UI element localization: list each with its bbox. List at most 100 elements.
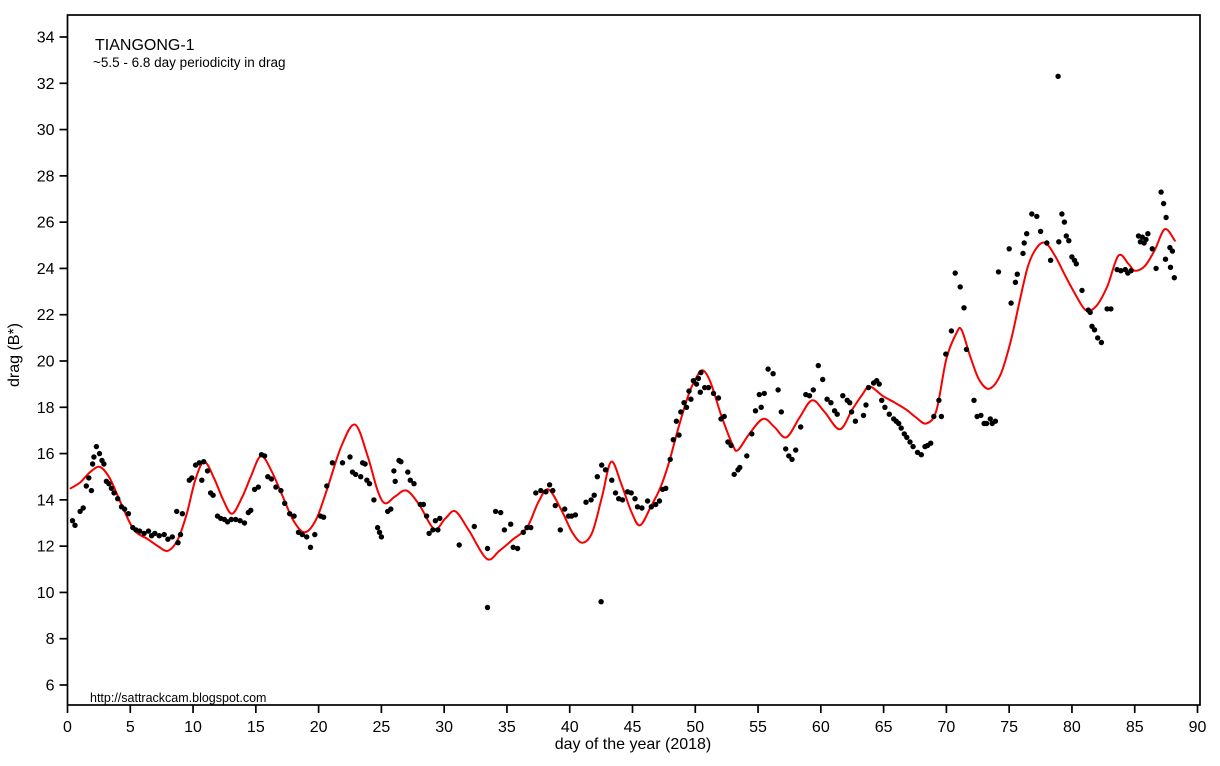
data-point [471, 523, 477, 530]
data-point [378, 534, 385, 540]
data-point [1143, 236, 1149, 243]
y-tick-label: 18 [37, 400, 55, 417]
x-tick-label: 10 [184, 719, 202, 736]
data-point [847, 400, 853, 406]
data-point [533, 490, 539, 496]
data-point [111, 490, 117, 496]
data-point [1158, 189, 1164, 195]
data-point [233, 516, 239, 523]
data-point [199, 477, 205, 483]
data-point [484, 604, 491, 611]
data-point [731, 471, 737, 478]
data-point [347, 454, 353, 460]
data-point [828, 400, 834, 406]
data-point [552, 502, 558, 509]
data-point [756, 391, 762, 398]
data-point [501, 527, 508, 533]
data-point [456, 542, 462, 548]
data-point [358, 474, 364, 480]
data-point [798, 424, 804, 430]
data-point [91, 454, 97, 460]
data-point [904, 434, 910, 441]
x-tick-label: 65 [875, 719, 893, 736]
data-point [863, 402, 869, 408]
data-point [1098, 339, 1105, 346]
data-point [1021, 240, 1027, 246]
plot-border [66, 14, 1201, 706]
data-point [693, 381, 700, 387]
data-point [848, 409, 855, 415]
data-point [683, 404, 690, 410]
y-tick-label: 10 [37, 585, 55, 602]
data-point [591, 492, 597, 498]
data-point [278, 487, 284, 494]
data-point [928, 440, 934, 446]
data-point [508, 521, 514, 527]
data-point [261, 453, 268, 459]
data-point [632, 496, 638, 502]
x-tick-label: 20 [310, 719, 328, 736]
data-point [995, 269, 1002, 275]
data-point [510, 544, 516, 550]
data-point [1014, 271, 1020, 277]
data-point [840, 393, 846, 399]
data-point [1162, 256, 1169, 262]
data-point [329, 460, 336, 466]
data-point [86, 475, 92, 481]
data-point [695, 375, 702, 382]
data-point [1008, 300, 1014, 306]
data-point [423, 513, 430, 519]
data-point [931, 413, 937, 420]
data-point [391, 468, 397, 474]
data-point [550, 487, 556, 494]
data-point [291, 513, 297, 519]
data-point [971, 397, 977, 403]
data-point [656, 498, 663, 504]
data-point [1087, 309, 1093, 316]
scatter-points [69, 73, 1178, 611]
data-point [1128, 268, 1134, 274]
data-point [749, 431, 755, 437]
data-point [398, 459, 404, 465]
data-point [670, 437, 676, 443]
data-point [255, 484, 261, 490]
data-point [538, 487, 544, 494]
data-point [583, 499, 589, 505]
data-point [405, 469, 411, 475]
data-point [106, 481, 112, 487]
data-point [715, 395, 722, 401]
x-tick-label: 30 [435, 719, 453, 736]
data-point [1079, 287, 1085, 294]
data-point [952, 270, 958, 276]
data-point [786, 453, 792, 459]
data-point [492, 508, 499, 515]
data-point [89, 461, 96, 467]
data-point [667, 456, 673, 463]
data-point [834, 411, 840, 417]
data-point [1163, 214, 1169, 221]
data-point [1006, 246, 1012, 252]
data-point [705, 384, 712, 391]
x-tick-label: 5 [126, 719, 135, 736]
y-tick-label: 28 [37, 168, 55, 185]
y-tick-label: 26 [37, 215, 55, 232]
data-point [287, 511, 293, 517]
data-point [686, 388, 692, 394]
data-point [1047, 257, 1054, 263]
data-point [860, 412, 867, 419]
y-tick-label: 22 [37, 307, 55, 324]
data-point [697, 389, 703, 395]
data-point [196, 460, 202, 466]
data-point [961, 305, 967, 311]
data-point [352, 471, 359, 478]
data-point [1034, 213, 1040, 220]
data-point [83, 483, 90, 489]
data-point [1012, 279, 1019, 285]
data-point [1061, 219, 1068, 225]
watermark-url: http://sattrackcam.blogspot.com [90, 691, 266, 705]
data-point [72, 522, 78, 528]
data-point [528, 524, 534, 531]
data-point [484, 545, 491, 552]
